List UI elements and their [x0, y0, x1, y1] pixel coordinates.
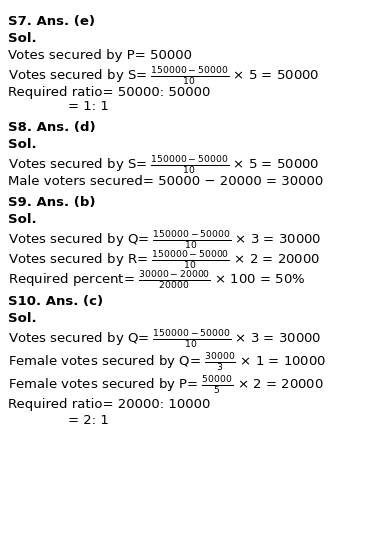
Text: Votes secured by S= $\frac{150000-50000}{10}$ × 5 = 50000: Votes secured by S= $\frac{150000-50000}… — [8, 66, 320, 88]
Text: Votes secured by R= $\frac{150000-50000}{10}$ × 2 = 20000: Votes secured by R= $\frac{150000-50000}… — [8, 250, 320, 272]
Text: Male voters secured= 50000 − 20000 = 30000: Male voters secured= 50000 − 20000 = 300… — [8, 175, 323, 188]
Text: Sol.: Sol. — [8, 312, 36, 325]
Text: Female votes secured by Q= $\frac{30000}{3}$ × 1 = 10000: Female votes secured by Q= $\frac{30000}… — [8, 352, 326, 374]
Text: Votes secured by Q= $\frac{150000-50000}{10}$ × 3 = 30000: Votes secured by Q= $\frac{150000-50000}… — [8, 329, 321, 351]
Text: Sol.: Sol. — [8, 213, 36, 226]
Text: Required ratio= 20000: 10000: Required ratio= 20000: 10000 — [8, 398, 211, 411]
Text: S10. Ans. (c): S10. Ans. (c) — [8, 295, 103, 308]
Text: Votes secured by S= $\frac{150000-50000}{10}$ × 5 = 50000: Votes secured by S= $\frac{150000-50000}… — [8, 155, 320, 177]
Text: Sol.: Sol. — [8, 32, 36, 45]
Text: S9. Ans. (b): S9. Ans. (b) — [8, 196, 96, 209]
Text: = 2: 1: = 2: 1 — [68, 414, 109, 427]
Text: S8. Ans. (d): S8. Ans. (d) — [8, 121, 96, 134]
Text: Required percent= $\frac{30000-20000}{20000}$ × 100 = 50%: Required percent= $\frac{30000-20000}{20… — [8, 270, 305, 292]
Text: Female votes secured by P= $\frac{50000}{5}$ × 2 = 20000: Female votes secured by P= $\frac{50000}… — [8, 375, 324, 397]
Text: Required ratio= 50000: 50000: Required ratio= 50000: 50000 — [8, 86, 211, 99]
Text: Sol.: Sol. — [8, 138, 36, 151]
Text: S7. Ans. (e): S7. Ans. (e) — [8, 15, 95, 28]
Text: Votes secured by P= 50000: Votes secured by P= 50000 — [8, 49, 192, 62]
Text: = 1: 1: = 1: 1 — [68, 100, 109, 113]
Text: Votes secured by Q= $\frac{150000-50000}{10}$ × 3 = 30000: Votes secured by Q= $\frac{150000-50000}… — [8, 230, 321, 252]
